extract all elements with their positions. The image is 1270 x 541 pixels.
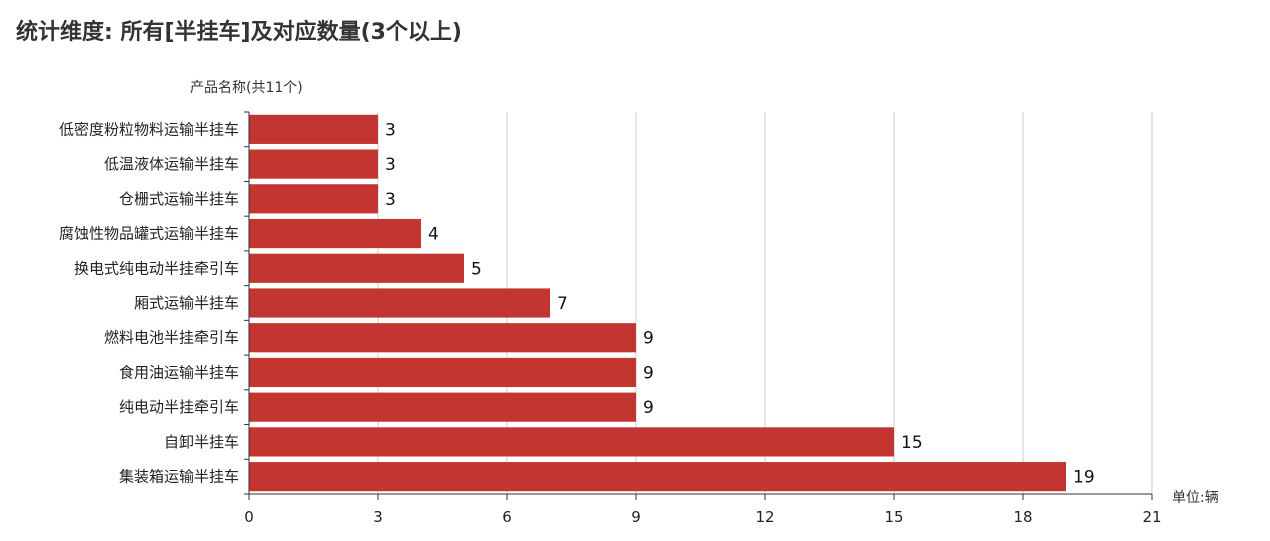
- x-tick-label: 21: [1142, 508, 1161, 526]
- axes: 0 3 6 9 12 15 18 21 低密度粉粒物料运输半挂车低温液体运输半挂车仓栅式运输半挂…: [59, 111, 1162, 526]
- bar[interactable]: [249, 218, 421, 249]
- bars: 3 3 3 4 5 7 9 9 9 15 19: [249, 114, 1095, 492]
- x-tick-label: 18: [1013, 508, 1032, 526]
- value-label: 9: [643, 363, 654, 383]
- y-axis-title: 产品名称(共11个): [190, 80, 303, 96]
- x-axis-title: 单位:辆: [1172, 490, 1219, 506]
- bar[interactable]: [249, 462, 1066, 492]
- bar[interactable]: [249, 392, 636, 422]
- category-label: 集装箱运输半挂车: [119, 468, 239, 486]
- value-label: 3: [385, 120, 396, 140]
- category-label: 低密度粉粒物料运输半挂车: [59, 120, 239, 138]
- bar[interactable]: [249, 357, 636, 388]
- value-label: 15: [901, 433, 923, 453]
- value-label: 9: [643, 329, 654, 349]
- x-tick-label: 3: [373, 508, 383, 526]
- x-tick-label: 9: [631, 508, 641, 526]
- bar[interactable]: [249, 149, 378, 179]
- value-label: 5: [471, 259, 482, 279]
- bar[interactable]: [249, 323, 636, 353]
- value-label: 19: [1073, 468, 1095, 488]
- value-label: 3: [385, 190, 396, 210]
- value-label: 9: [643, 398, 654, 418]
- value-label: 7: [557, 294, 568, 314]
- category-label: 腐蚀性物品罐式运输半挂车: [59, 225, 239, 243]
- category-label: 纯电动半挂牵引车: [119, 398, 239, 416]
- bar[interactable]: [249, 184, 378, 214]
- category-label: 低温液体运输半挂车: [104, 155, 239, 173]
- value-label: 4: [428, 225, 439, 245]
- category-label: 自卸半挂车: [164, 433, 239, 451]
- bar[interactable]: [249, 114, 378, 144]
- x-tick-label: 15: [884, 508, 903, 526]
- bar[interactable]: [249, 427, 894, 457]
- bar[interactable]: [249, 253, 464, 283]
- x-tick-label: 0: [244, 508, 254, 526]
- category-label: 厢式运输半挂车: [134, 294, 239, 312]
- category-label: 燃料电池半挂牵引车: [104, 329, 239, 347]
- category-label: 换电式纯电动半挂牵引车: [74, 259, 239, 277]
- bar[interactable]: [249, 288, 550, 318]
- chart-title: 统计维度: 所有[半挂车]及对应数量(3个以上): [16, 20, 462, 45]
- category-label: 食用油运输半挂车: [119, 363, 239, 381]
- value-label: 3: [385, 155, 396, 175]
- category-label: 仓栅式运输半挂车: [119, 190, 239, 208]
- x-tick-label: 12: [755, 508, 774, 526]
- x-tick-label: 6: [502, 508, 512, 526]
